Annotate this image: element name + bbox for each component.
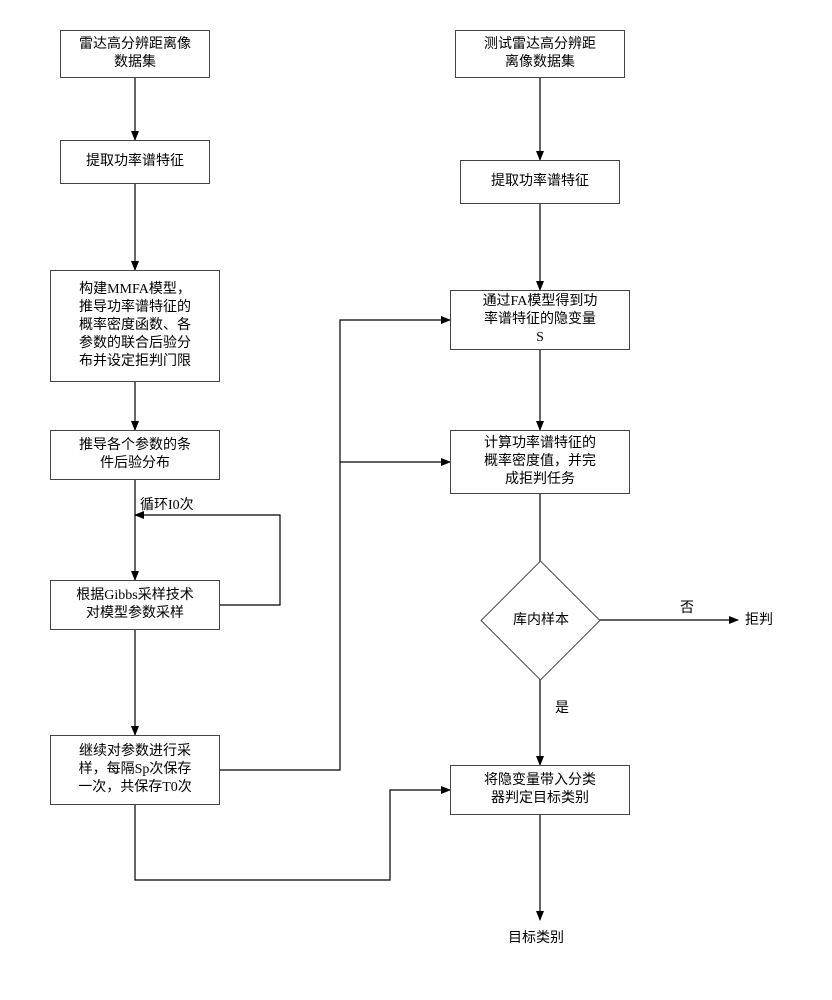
node-build-mmfa: 构建MMFA模型，推导功率谱特征的概率密度函数、各参数的联合后验分布并设定拒判门… bbox=[50, 270, 220, 382]
node-continue-sampling: 继续对参数进行采样，每隔Sp次保存一次，共保存T0次 bbox=[50, 735, 220, 805]
node-derive-conditional: 推导各个参数的条件后验分布 bbox=[50, 430, 220, 480]
node-compute-density: 计算功率谱特征的概率密度值，并完成拒判任务 bbox=[450, 430, 630, 494]
label-no: 否 bbox=[680, 600, 694, 618]
label-loop: 循环I0次 bbox=[140, 497, 194, 515]
label-yes: 是 bbox=[555, 700, 569, 718]
node-fa-latent: 通过FA模型得到功率谱特征的隐变量S bbox=[450, 290, 630, 350]
node-extract-powerspectrum-right: 提取功率谱特征 bbox=[460, 160, 620, 204]
node-test-radar-dataset: 测试雷达高分辨距离像数据集 bbox=[455, 30, 625, 78]
label-target-category: 目标类别 bbox=[508, 930, 564, 948]
node-classify: 将隐变量带入分类器判定目标类别 bbox=[450, 765, 630, 815]
node-extract-powerspectrum-left: 提取功率谱特征 bbox=[60, 140, 210, 184]
node-gibbs-sampling: 根据Gibbs采样技术对模型参数采样 bbox=[50, 580, 220, 630]
label-reject: 拒判 bbox=[745, 612, 773, 630]
decision-in-library-label: 库内样本 bbox=[510, 612, 572, 630]
node-radar-dataset: 雷达高分辨距离像数据集 bbox=[60, 30, 210, 78]
